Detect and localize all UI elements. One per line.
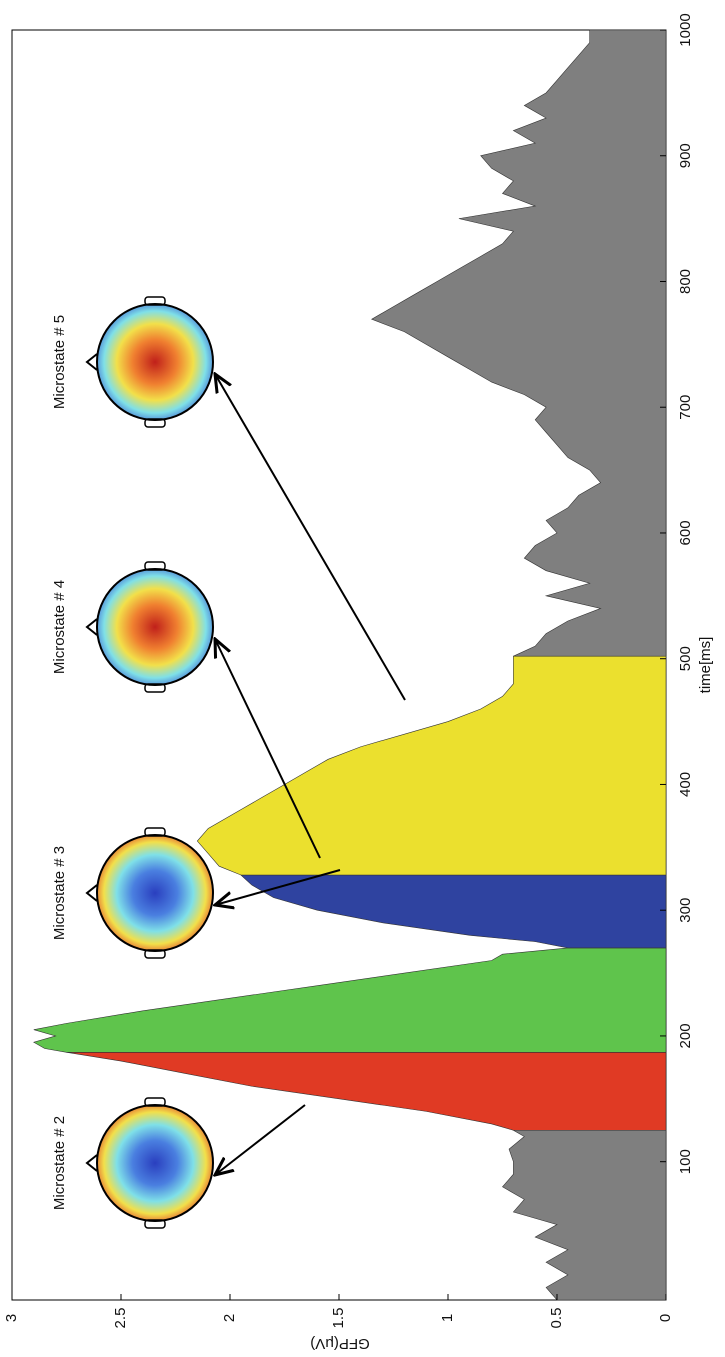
y-tick-label: 0 [657, 1314, 674, 1322]
topomap-nose [85, 618, 98, 636]
topomap-ear [144, 683, 166, 693]
topomap-ear [144, 1097, 166, 1107]
x-tick-label: 1000 [677, 13, 694, 46]
microstate-label: Microstate # 4 [51, 580, 68, 674]
x-tick-label: 500 [677, 646, 694, 671]
gfp-segment [240, 874, 667, 949]
topomap [96, 568, 214, 686]
gfp-segment [33, 947, 667, 1053]
topomap-ear [144, 418, 166, 428]
x-axis-label: time[ms] [697, 637, 714, 694]
annotation-arrow [215, 1104, 306, 1175]
x-tick-label: 100 [677, 1149, 694, 1174]
gfp-segment [371, 29, 667, 657]
x-tick-label: 700 [677, 395, 694, 420]
topomap-ear [144, 1219, 166, 1229]
topomap-ear [144, 561, 166, 571]
y-tick-label: 3 [3, 1314, 20, 1322]
y-tick-label: 2.5 [112, 1308, 129, 1329]
topomap-ear [144, 827, 166, 837]
topomap-ear [144, 949, 166, 959]
x-tick-label: 600 [677, 520, 694, 545]
topomap-nose [85, 884, 98, 902]
y-tick-label: 1 [439, 1314, 456, 1322]
topomap [96, 1104, 214, 1222]
microstate-label: Microstate # 3 [51, 846, 68, 940]
annotation-arrow [215, 869, 341, 905]
y-tick-label: 2 [221, 1314, 238, 1322]
microstate-label: Microstate # 5 [51, 315, 68, 409]
annotation-arrow [215, 639, 321, 859]
topomap-nose [85, 1154, 98, 1172]
y-tick-label: 0.5 [548, 1308, 565, 1329]
x-tick-label: 900 [677, 143, 694, 168]
x-tick-label: 300 [677, 898, 694, 923]
topomap [96, 834, 214, 952]
gfp-segment [196, 655, 667, 876]
x-tick-label: 800 [677, 269, 694, 294]
annotation-arrow [215, 374, 406, 701]
y-tick-label: 1.5 [330, 1308, 347, 1329]
microstate-label: Microstate # 2 [51, 1116, 68, 1210]
y-axis-label: GFP(μV) [310, 1335, 369, 1352]
topomap-nose [85, 353, 98, 371]
x-tick-label: 400 [677, 772, 694, 797]
topomap [96, 303, 214, 421]
gfp-segment [502, 1129, 667, 1301]
topomap-ear [144, 296, 166, 306]
x-tick-label: 200 [677, 1023, 694, 1048]
